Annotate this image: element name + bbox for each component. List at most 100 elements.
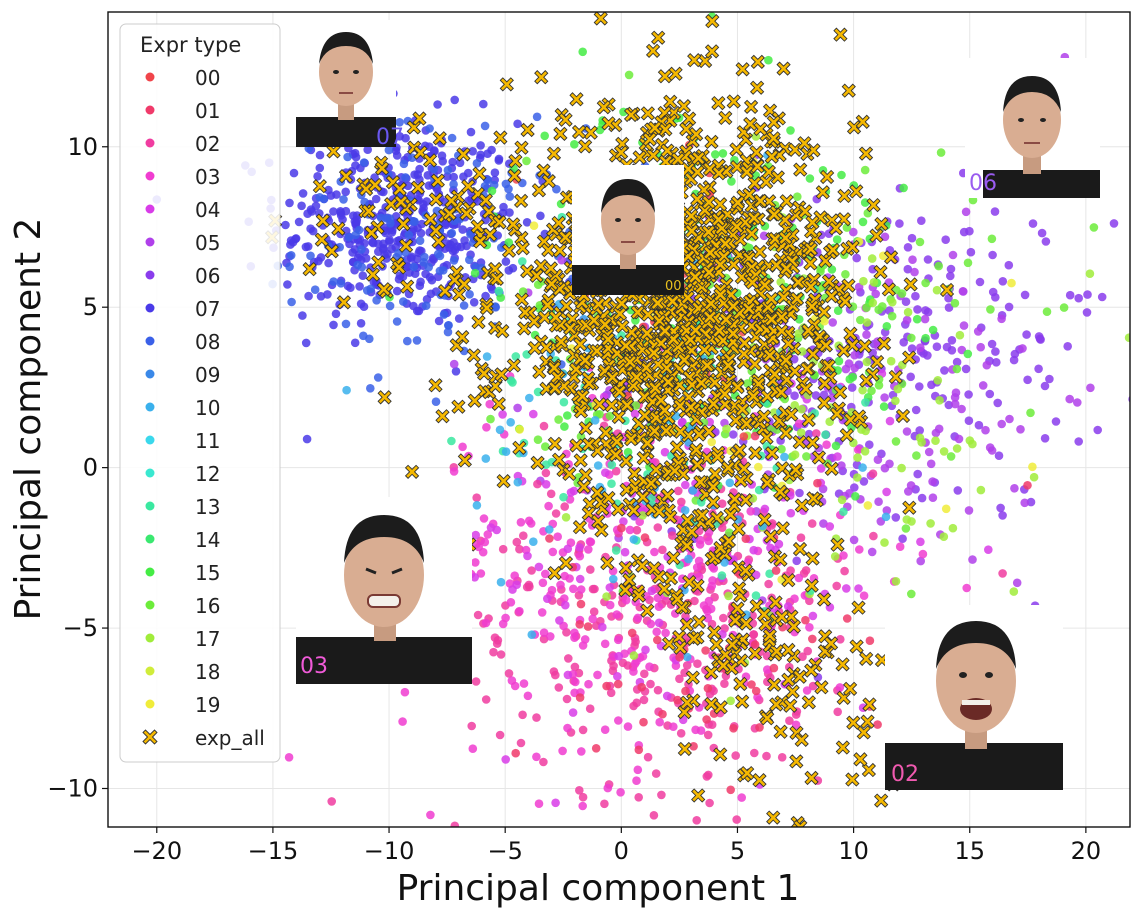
point-01 [701, 646, 710, 655]
point-exp-all [735, 62, 750, 77]
face-panel-06: 06 [965, 58, 1100, 198]
legend-label-15: 15 [195, 561, 220, 585]
point-06 [952, 357, 962, 367]
point-05 [1005, 414, 1014, 424]
point-03 [614, 716, 623, 725]
point-04 [681, 480, 690, 490]
point-02 [658, 545, 667, 555]
point-06 [1097, 292, 1107, 302]
point-05 [1086, 383, 1095, 393]
point-03 [704, 528, 714, 537]
point-exp-all [859, 651, 874, 666]
point-17 [629, 651, 639, 660]
point-06 [917, 493, 927, 503]
point-01 [801, 615, 810, 625]
point-exp-all [593, 12, 608, 26]
point-exp-all [618, 454, 634, 469]
point-exp-all [743, 99, 759, 115]
point-07 [303, 242, 313, 251]
point-17 [939, 532, 949, 541]
point-06 [847, 383, 857, 392]
point-07 [341, 187, 351, 197]
point-02 [653, 523, 663, 532]
point-08 [287, 297, 296, 307]
point-07 [422, 295, 432, 304]
point-06 [1082, 308, 1092, 317]
point-16 [912, 451, 921, 460]
point-exp-all [547, 360, 562, 376]
point-exp-all [423, 212, 438, 227]
point-16 [946, 452, 956, 461]
point-02 [527, 566, 536, 575]
point-15 [882, 322, 892, 331]
point-02 [643, 752, 653, 762]
point-02 [798, 652, 807, 661]
point-exp-all [690, 164, 705, 180]
point-02 [539, 757, 548, 767]
point-07 [350, 148, 360, 158]
point-exp-all [760, 389, 775, 404]
point-13 [765, 569, 774, 578]
point-15 [832, 235, 842, 244]
point-06 [911, 291, 920, 301]
face-label-06: 06 [969, 171, 997, 196]
point-17 [931, 436, 940, 446]
point-03 [632, 776, 641, 785]
point-02 [471, 677, 481, 686]
legend-title: Expr type [140, 33, 241, 57]
point-exp-all [778, 230, 793, 246]
point-exp-all [747, 646, 763, 661]
face-label-02: 02 [891, 762, 919, 787]
point-exp-all [839, 428, 854, 443]
point-01 [726, 785, 735, 795]
point-04 [647, 586, 657, 596]
point-exp-all [693, 474, 708, 490]
point-03 [523, 691, 533, 701]
point-02 [807, 519, 817, 528]
point-exp-all [707, 625, 722, 640]
point-exp-all [753, 193, 768, 209]
point-exp-all [825, 242, 841, 258]
point-exp-all [652, 504, 667, 519]
point-02 [640, 669, 649, 679]
point-exp-all [608, 447, 623, 463]
point-exp-all [845, 772, 860, 787]
point-06 [907, 233, 917, 243]
point-02 [575, 786, 584, 795]
point-exp-all [747, 356, 763, 372]
point-03 [480, 537, 490, 547]
point-07 [415, 281, 425, 291]
point-03 [621, 595, 631, 605]
point-17 [1124, 333, 1130, 342]
point-17 [858, 385, 867, 395]
point-exp-all [471, 314, 486, 330]
point-17 [932, 285, 942, 295]
point-03 [519, 679, 529, 688]
point-17 [724, 591, 733, 601]
point-05 [513, 403, 522, 413]
point-03 [859, 591, 869, 600]
legend-label-17: 17 [195, 627, 220, 651]
point-01 [639, 717, 648, 727]
point-exp-all [573, 453, 588, 468]
point-exp-all [476, 366, 492, 381]
point-02 [632, 698, 641, 708]
point-16 [860, 165, 870, 175]
point-04 [508, 585, 517, 594]
point-exp-all [432, 131, 447, 146]
point-15 [921, 333, 930, 343]
point-16 [874, 381, 884, 390]
point-exp-all [739, 416, 754, 431]
point-15 [718, 149, 728, 158]
point-01 [673, 695, 682, 705]
point-exp-all [677, 704, 692, 720]
point-17 [859, 276, 868, 286]
point-exp-all [552, 243, 568, 258]
point-13 [861, 398, 870, 407]
point-13 [559, 397, 569, 407]
point-exp-all [767, 677, 782, 692]
point-02 [533, 479, 542, 489]
point-exp-all [640, 106, 656, 121]
point-exp-all [706, 495, 721, 510]
point-05 [873, 455, 883, 465]
